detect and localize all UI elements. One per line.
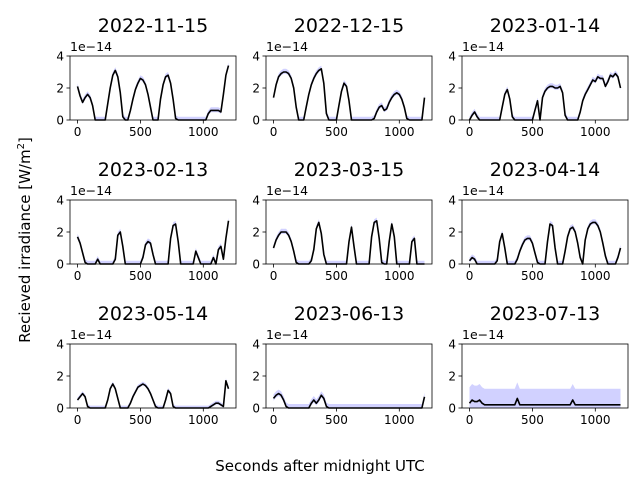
subplot-title: 2023-07-13 — [490, 303, 600, 325]
x-tick-label: 500 — [521, 125, 544, 139]
subplot: 2023-02-13 1e−14 0 500 1000 0 2 4 — [56, 159, 237, 283]
y-tick-label: 0 — [252, 258, 260, 272]
x-tick-label: 1000 — [188, 125, 219, 139]
x-tick-label: 1000 — [384, 125, 415, 139]
ylabel-close: ] — [16, 137, 34, 143]
subplot-title: 2023-02-13 — [98, 159, 208, 181]
subplot-grid: 2022-11-15 1e−14 0 500 1000 0 2 4 2022-12-15 1e−1… — [56, 15, 629, 427]
subplot-title: 2023-04-14 — [490, 159, 600, 181]
y-tick-label: 4 — [56, 338, 64, 352]
shared-x-axis-label: Seconds after midnight UTC — [215, 457, 424, 475]
uncertainty-band — [469, 382, 621, 408]
subplot: 2023-07-13 1e−14 0 500 1000 0 2 4 — [448, 303, 629, 427]
y-tick-label: 2 — [56, 226, 64, 240]
axis-offset-text: 1e−14 — [70, 327, 112, 342]
subplot: 2023-06-13 1e−14 0 500 1000 0 2 4 — [252, 303, 433, 427]
x-tick-label: 0 — [270, 413, 278, 427]
x-tick-label: 1000 — [188, 413, 219, 427]
x-tick-label: 0 — [74, 413, 82, 427]
x-tick-label: 0 — [466, 269, 474, 283]
axis-offset-text: 1e−14 — [462, 183, 504, 198]
subplot-title: 2023-05-14 — [98, 303, 208, 325]
y-tick-label: 0 — [448, 114, 456, 128]
subplot-title: 2023-06-13 — [294, 303, 404, 325]
y-tick-label: 0 — [448, 258, 456, 272]
ylabel-main: Recieved irradiance [W/m — [16, 149, 34, 342]
x-tick-label: 0 — [74, 269, 82, 283]
subplot: 2023-05-14 1e−14 0 500 1000 0 2 4 — [56, 303, 237, 427]
subplot-title: 2023-03-15 — [294, 159, 404, 181]
shared-y-axis-label: Recieved irradiance [W/m2] — [16, 137, 34, 343]
y-tick-label: 2 — [448, 226, 456, 240]
axis-offset-text: 1e−14 — [266, 39, 308, 54]
y-tick-label: 4 — [56, 50, 64, 64]
x-tick-label: 1000 — [384, 269, 415, 283]
y-tick-label: 4 — [252, 50, 260, 64]
x-tick-label: 0 — [270, 269, 278, 283]
x-tick-label: 1000 — [580, 269, 611, 283]
y-tick-label: 2 — [448, 82, 456, 96]
x-tick-label: 0 — [466, 413, 474, 427]
x-tick-label: 500 — [325, 413, 348, 427]
y-tick-label: 2 — [56, 82, 64, 96]
y-tick-label: 2 — [252, 226, 260, 240]
x-tick-label: 500 — [521, 269, 544, 283]
axis-offset-text: 1e−14 — [266, 183, 308, 198]
y-tick-label: 0 — [56, 258, 64, 272]
axis-offset-text: 1e−14 — [70, 39, 112, 54]
y-tick-label: 4 — [448, 50, 456, 64]
subplot-title: 2022-11-15 — [98, 15, 208, 37]
y-tick-label: 0 — [448, 402, 456, 416]
axis-offset-text: 1e−14 — [266, 327, 308, 342]
x-tick-label: 1000 — [580, 125, 611, 139]
x-tick-label: 500 — [325, 125, 348, 139]
x-tick-label: 500 — [129, 269, 152, 283]
y-tick-label: 4 — [448, 194, 456, 208]
y-tick-label: 4 — [448, 338, 456, 352]
x-tick-label: 0 — [270, 125, 278, 139]
subplot: 2023-03-15 1e−14 0 500 1000 0 2 4 — [252, 159, 433, 283]
y-tick-label: 0 — [252, 402, 260, 416]
y-tick-label: 2 — [448, 370, 456, 384]
x-tick-label: 1000 — [580, 413, 611, 427]
subplot: 2023-04-14 1e−14 0 500 1000 0 2 4 — [448, 159, 629, 283]
x-tick-label: 0 — [74, 125, 82, 139]
ylabel-superscript: 2 — [16, 143, 27, 149]
y-tick-label: 4 — [252, 338, 260, 352]
y-tick-label: 2 — [56, 370, 64, 384]
x-tick-label: 500 — [129, 413, 152, 427]
axis-offset-text: 1e−14 — [462, 327, 504, 342]
y-tick-label: 0 — [56, 402, 64, 416]
subplot: 2022-12-15 1e−14 0 500 1000 0 2 4 — [252, 15, 433, 139]
subplot: 2022-11-15 1e−14 0 500 1000 0 2 4 — [56, 15, 237, 139]
x-tick-label: 500 — [129, 125, 152, 139]
y-tick-label: 0 — [56, 114, 64, 128]
series-line — [468, 397, 621, 406]
y-tick-label: 4 — [56, 194, 64, 208]
y-tick-label: 0 — [252, 114, 260, 128]
subplot: 2023-01-14 1e−14 0 500 1000 0 2 4 — [448, 15, 629, 139]
subplot-title: 2023-01-14 — [490, 15, 600, 37]
x-tick-label: 1000 — [188, 269, 219, 283]
x-tick-label: 500 — [521, 413, 544, 427]
subplot-title: 2022-12-15 — [294, 15, 404, 37]
axis-offset-text: 1e−14 — [70, 183, 112, 198]
y-tick-label: 2 — [252, 82, 260, 96]
x-tick-label: 500 — [325, 269, 348, 283]
y-tick-label: 2 — [252, 370, 260, 384]
x-tick-label: 1000 — [384, 413, 415, 427]
x-tick-label: 0 — [466, 125, 474, 139]
axis-offset-text: 1e−14 — [462, 39, 504, 54]
y-tick-label: 4 — [252, 194, 260, 208]
uncertainty-band — [273, 65, 425, 120]
